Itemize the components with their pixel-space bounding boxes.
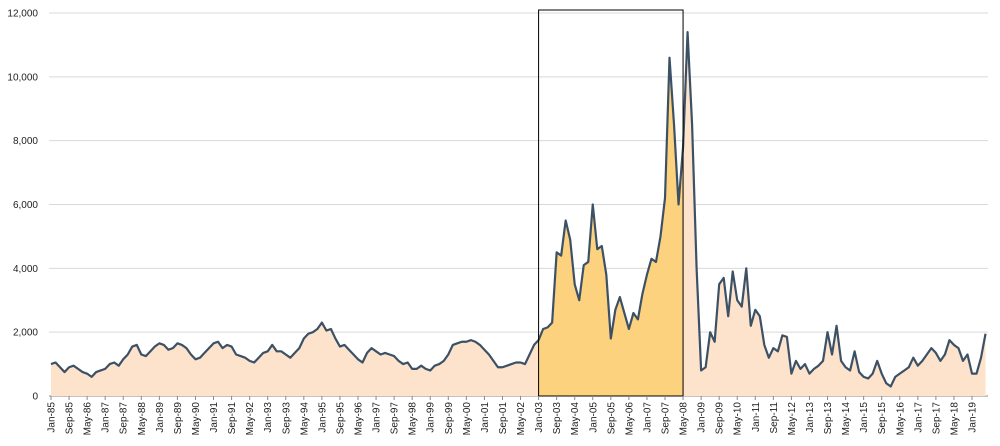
x-tick-label: Jan-15 [859, 402, 870, 433]
line [50, 31, 987, 388]
x-tick-label: Sep-87 [119, 402, 130, 435]
x-tick-label: Sep-15 [877, 402, 888, 435]
x-tick-label: Jan-07 [642, 402, 653, 433]
x-tick-label: May-12 [787, 402, 798, 436]
x-tick-label: Jan-03 [534, 402, 545, 433]
x-tick-label: May-08 [679, 402, 690, 436]
x-tick-label: May-90 [191, 402, 202, 436]
y-tick-label: 6,000 [13, 200, 38, 211]
x-tick-label: Jan-17 [913, 402, 924, 433]
highlight-area [538, 57, 684, 396]
y-tick-label: 0 [32, 392, 38, 403]
x-tick-label: Jan-97 [372, 402, 383, 433]
x-tick-label: Sep-17 [931, 402, 942, 435]
x-tick-label: May-06 [624, 402, 635, 436]
x-tick-label: May-98 [408, 402, 419, 436]
x-tick-label: Sep-03 [552, 402, 563, 435]
x-tick-label: Sep-13 [823, 402, 834, 435]
y-tick-label: 12,000 [7, 9, 38, 20]
x-tick-label: Jan-19 [968, 402, 979, 433]
x-tick-label: Sep-89 [173, 402, 184, 435]
x-tick-label: May-10 [733, 402, 744, 436]
x-tick-label: Sep-11 [769, 402, 780, 434]
x-tick-label: Sep-09 [715, 402, 726, 435]
y-tick-label: 4,000 [13, 264, 38, 275]
x-tick-label: Jan-95 [317, 402, 328, 433]
y-tick-label: 8,000 [13, 136, 38, 147]
x-tick-label: May-96 [354, 402, 365, 436]
x-tick-label: May-14 [841, 402, 852, 436]
x-tick-label: Sep-85 [65, 402, 76, 435]
y-tick-label: 10,000 [7, 72, 38, 83]
x-tick-label: May-88 [137, 402, 148, 436]
x-tick-label: Sep-07 [661, 402, 672, 435]
x-tick-label: May-02 [516, 402, 527, 436]
x-tick-label: Sep-99 [444, 402, 455, 435]
x-tick-label: May-92 [245, 402, 256, 436]
x-tick-label: May-00 [462, 402, 473, 436]
x-tick-label: Sep-95 [335, 402, 346, 435]
x-tick-label: Jan-11 [751, 402, 762, 432]
x-tick-label: May-16 [895, 402, 906, 436]
x-tick-label: Sep-01 [498, 402, 509, 435]
x-tick-label: Jan-13 [805, 402, 816, 433]
y-tick-label: 2,000 [13, 328, 38, 339]
x-tick-label: Sep-97 [390, 402, 401, 435]
x-tick-label: Jan-87 [101, 402, 112, 433]
x-tick-label: Sep-91 [227, 402, 238, 435]
x-tick-label: May-86 [83, 402, 94, 436]
x-tick-label: May-04 [570, 402, 581, 436]
x-tick-label: May-18 [949, 402, 960, 436]
x-tick-label: Jan-99 [426, 402, 437, 433]
x-tick-label: Sep-93 [281, 402, 292, 435]
x-tick-label: Jan-05 [588, 402, 599, 433]
x-tick-label: May-94 [299, 402, 310, 436]
area [51, 32, 986, 397]
x-tick-label: Jan-89 [155, 402, 166, 433]
x-tick-label: Jan-93 [263, 402, 274, 433]
x-tick-label: Jan-91 [209, 402, 220, 433]
x-tick-label: Jan-85 [47, 402, 58, 433]
x-tick-label: Sep-05 [606, 402, 617, 435]
x-tick-label: Jan-01 [480, 402, 491, 433]
x-tick-label: Jan-09 [697, 402, 708, 433]
